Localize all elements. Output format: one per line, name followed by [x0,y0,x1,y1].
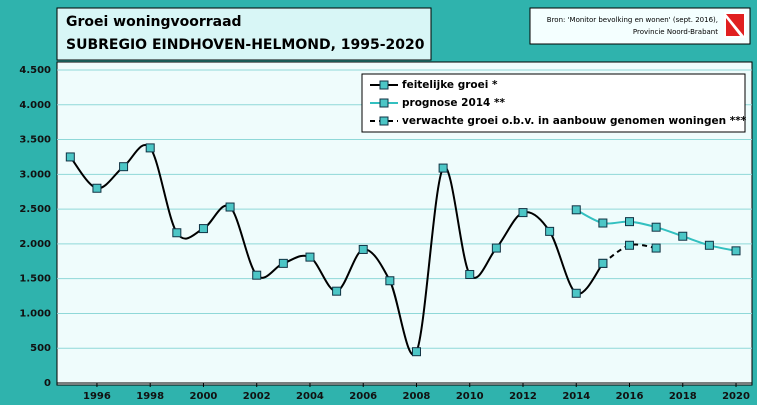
point [625,217,635,227]
legend-marker [379,98,389,108]
point [225,202,235,212]
y-tick-label: 3.500 [19,135,51,146]
point [252,270,262,280]
x-tick-label: 2018 [669,391,697,402]
logo [726,14,744,36]
point [491,243,501,253]
x-tick-label: 2020 [722,391,750,402]
legend-label: verwachte groei o.b.v. in aanbouw genome… [402,115,747,127]
point [651,222,661,232]
x-tick-label: 2000 [190,391,218,402]
point [625,240,635,250]
legend-marker [379,116,389,126]
point [305,252,315,262]
y-tick-label: 3.000 [19,169,51,180]
point [678,231,688,241]
point [145,143,155,153]
y-tick-label: 500 [30,343,51,354]
x-tick-label: 1996 [83,391,111,402]
point [411,347,421,357]
x-tick-label: 2002 [243,391,271,402]
y-tick-label: 1.000 [19,308,51,319]
title-box [56,7,432,61]
x-tick-label: 2016 [616,391,644,402]
legend-box [361,73,746,133]
y-tick-label: 1.500 [19,274,51,285]
point [598,258,608,268]
point [438,163,448,173]
point [198,224,208,234]
point [119,162,129,172]
point [385,276,395,286]
point [332,286,342,296]
point [571,205,581,215]
source: Provincie Noord-Brabant [633,28,718,36]
point [92,183,102,193]
source: Bron: 'Monitor bevolking en wonen' (sept… [547,16,718,24]
point [651,243,661,253]
y-tick-label: 2.500 [19,204,51,215]
x-tick-label: 2014 [562,391,590,402]
point [545,226,555,236]
chart-subtitle: SUBREGIO EINDHOVEN-HELMOND, 1995-2020 [66,37,425,53]
legend-label: feitelijke groei * [402,79,498,91]
point [278,258,288,268]
x-tick-label: 2012 [509,391,537,402]
point [518,208,528,218]
y-tick-label: 2.000 [19,239,51,250]
source-box [529,7,751,45]
point [704,240,714,250]
point [731,246,741,256]
legend-label: prognose 2014 ** [402,97,506,109]
y-tick-label: 0 [44,378,51,389]
chart-title: Groei woningvoorraad [66,14,242,30]
point [465,269,475,279]
x-tick-label: 2010 [456,391,484,402]
x-tick-label: 2004 [296,391,324,402]
x-tick-label: 2008 [403,391,431,402]
y-tick-label: 4.500 [19,65,51,76]
point [65,152,75,162]
point [571,288,581,298]
point [358,244,368,254]
series-line [69,144,604,356]
y-tick-label: 4.000 [19,100,51,111]
x-tick-label: 2006 [349,391,377,402]
legend-marker [379,80,389,90]
point [172,228,182,238]
point [598,218,608,228]
logo [726,18,740,36]
x-tick-label: 1998 [136,391,164,402]
